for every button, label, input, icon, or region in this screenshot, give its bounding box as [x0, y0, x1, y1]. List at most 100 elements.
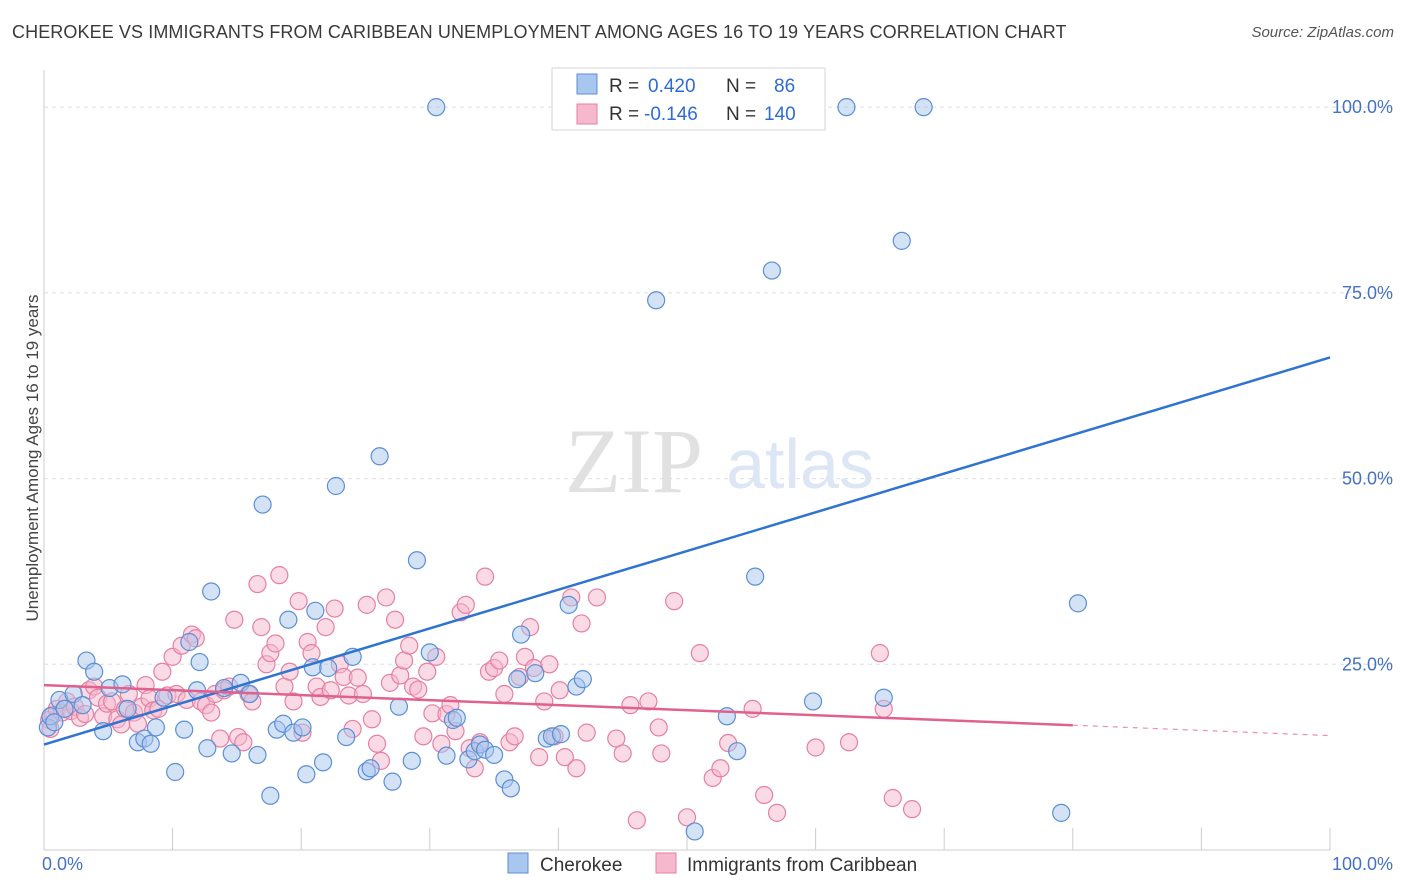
legend-swatch-caribbean	[576, 103, 598, 125]
point-cherokee-66	[526, 664, 545, 683]
legend-n-value-0: 86	[774, 76, 795, 97]
x-tick-100: 100.0%	[1332, 854, 1393, 874]
y-tick-3: 100.0%	[1332, 97, 1393, 117]
point-cherokee-52	[420, 643, 439, 662]
point-cherokee-46	[361, 759, 380, 778]
legend-n-label-1: N =	[726, 104, 756, 125]
chart-title: CHEROKEE VS IMMIGRANTS FROM CARIBBEAN UN…	[12, 22, 1067, 42]
bottom-legend-swatch-cherokee	[507, 852, 529, 874]
trend-line-caribbean	[43, 683, 1073, 727]
point-cherokee-50	[402, 751, 421, 770]
chart-source: Source: ZipAtlas.com	[1251, 24, 1394, 41]
point-caribbean-107	[535, 692, 554, 711]
point-cherokee-4	[55, 699, 74, 718]
point-caribbean-70	[357, 595, 376, 614]
point-caribbean-138	[902, 800, 922, 819]
point-caribbean-54	[284, 692, 303, 711]
point-caribbean-132	[767, 803, 787, 822]
point-caribbean-63	[325, 599, 344, 618]
point-caribbean-26	[153, 662, 172, 681]
point-caribbean-55	[289, 592, 308, 611]
point-caribbean-43	[234, 733, 253, 752]
point-caribbean-82	[414, 727, 433, 746]
legend-r-label-0: R =	[609, 76, 639, 97]
point-cherokee-12	[118, 699, 137, 718]
point-cherokee-84	[874, 688, 893, 707]
legend-r-value-0: 0.420	[648, 76, 696, 97]
y-tick-2: 75.0%	[1342, 283, 1393, 303]
point-caribbean-135	[870, 644, 890, 663]
point-caribbean-79	[400, 636, 419, 655]
point-caribbean-130	[743, 699, 762, 718]
watermark-atlas: atlas	[726, 425, 874, 503]
point-cherokee-48	[383, 772, 402, 791]
point-cherokee-83	[837, 98, 856, 117]
stats-legend: R = 0.420 N = 86 R = -0.146 N = 140	[551, 67, 826, 131]
point-caribbean-69	[353, 684, 373, 704]
legend-r-value-1: -0.146	[644, 104, 698, 125]
y-tick-labels: 25.0% 50.0% 75.0% 100.0%	[1332, 97, 1393, 674]
point-cherokee-53	[437, 746, 456, 765]
point-cherokee-51	[407, 551, 427, 570]
point-cherokee-47	[370, 447, 389, 466]
series-legend: Cherokee Immigrants from Caribbean	[507, 852, 917, 876]
legend-r-label-1: R =	[609, 104, 639, 125]
point-cherokee-31	[261, 786, 280, 805]
point-cherokee-19	[175, 720, 194, 739]
x-tick-labels: 0.0% 100.0%	[42, 854, 1393, 874]
point-caribbean-114	[572, 614, 591, 633]
point-caribbean-74	[376, 588, 396, 607]
point-cherokee-29	[248, 745, 267, 765]
point-caribbean-118	[613, 744, 632, 763]
point-cherokee-65	[512, 625, 531, 644]
point-cherokee-15	[141, 734, 160, 753]
point-caribbean-36	[202, 703, 221, 722]
point-cherokee-76	[685, 822, 704, 841]
point-cherokee-78	[728, 742, 747, 761]
point-caribbean-98	[490, 651, 509, 670]
point-caribbean-46	[248, 574, 267, 594]
point-caribbean-133	[806, 738, 825, 757]
point-caribbean-91	[456, 595, 475, 614]
point-cherokee-42	[326, 476, 346, 496]
point-caribbean-41	[225, 610, 244, 629]
point-caribbean-51	[270, 566, 289, 585]
point-caribbean-121	[639, 692, 658, 711]
point-cherokee-2	[45, 713, 64, 732]
point-cherokee-16	[146, 718, 165, 737]
point-caribbean-123	[652, 744, 671, 763]
y-tick-0: 25.0%	[1342, 654, 1393, 674]
point-cherokee-40	[313, 753, 333, 772]
point-caribbean-108	[540, 655, 559, 674]
point-caribbean-50	[266, 634, 285, 653]
point-cherokee-34	[279, 610, 298, 629]
point-cherokee-22	[190, 652, 209, 672]
point-caribbean-111	[555, 748, 574, 767]
watermark-zip: ZIP	[565, 410, 703, 512]
trend-line-caribbean-extension	[1072, 724, 1331, 737]
watermark: ZIP atlas	[565, 410, 874, 512]
point-caribbean-106	[530, 748, 549, 767]
point-cherokee-39	[306, 601, 325, 620]
legend-n-label-0: N =	[726, 76, 756, 97]
point-cherokee-61	[427, 98, 446, 117]
point-cherokee-11	[113, 675, 132, 694]
point-caribbean-62	[321, 681, 340, 700]
point-cherokee-37	[297, 765, 316, 784]
point-cherokee-20	[180, 632, 199, 652]
point-cherokee-17	[154, 688, 173, 707]
x-tick-0: 0.0%	[42, 854, 83, 874]
point-caribbean-95	[475, 567, 495, 586]
point-cherokee-24	[202, 582, 221, 601]
point-caribbean-47	[252, 618, 271, 637]
point-cherokee-79	[746, 567, 765, 586]
legend-n-value-1: 140	[764, 104, 796, 125]
trend-line-cherokee	[43, 356, 1331, 746]
point-cherokee-43	[337, 727, 356, 747]
point-caribbean-61	[316, 618, 335, 637]
point-cherokee-49	[389, 697, 409, 716]
point-caribbean-81	[409, 680, 428, 699]
point-cherokee-70	[559, 595, 578, 614]
point-cherokee-86	[914, 98, 933, 117]
